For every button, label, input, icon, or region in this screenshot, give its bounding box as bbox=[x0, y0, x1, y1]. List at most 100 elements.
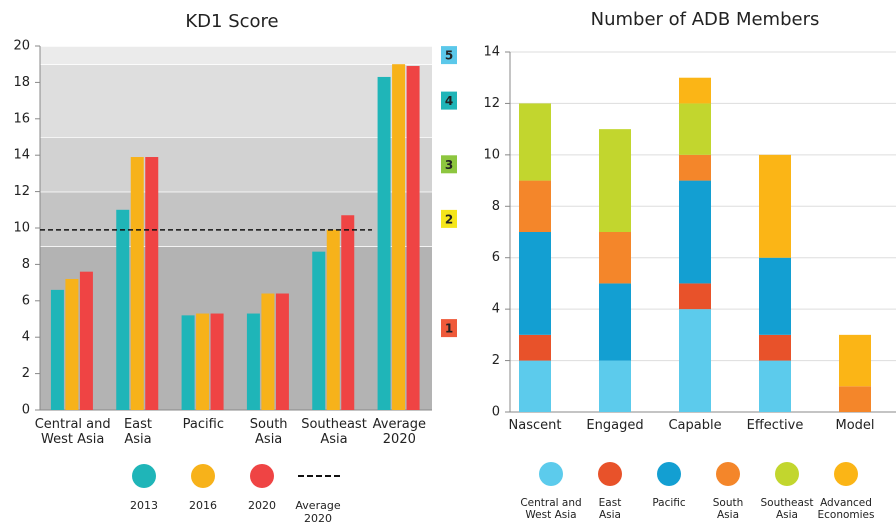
level-badge bbox=[441, 91, 457, 110]
y-tick-label: 12 bbox=[483, 96, 500, 111]
legend-label: 2020 bbox=[248, 499, 276, 512]
x-tick-label: Pacific bbox=[182, 417, 224, 432]
x-tick-label: Nascent bbox=[508, 418, 562, 433]
bar-segment bbox=[519, 103, 551, 181]
bar bbox=[79, 271, 93, 410]
legend-swatch bbox=[775, 462, 799, 486]
bar-segment bbox=[679, 103, 711, 155]
legend-label: East Asia bbox=[598, 497, 622, 522]
level-label: 5 bbox=[445, 49, 453, 63]
bar-segment bbox=[519, 180, 551, 232]
bar-segment bbox=[839, 386, 871, 412]
y-tick-label: 0 bbox=[22, 403, 30, 418]
x-tick-label: Central and West Asia bbox=[34, 417, 111, 447]
y-tick-label: 4 bbox=[492, 302, 500, 317]
bar bbox=[246, 313, 260, 410]
bar-segment bbox=[679, 77, 711, 104]
bar-segment bbox=[679, 180, 711, 284]
y-tick-label: 14 bbox=[483, 45, 500, 60]
legend-swatch bbox=[132, 464, 156, 488]
level-band bbox=[40, 137, 432, 192]
bar-segment bbox=[519, 334, 551, 361]
x-tick-label: Average 2020 bbox=[372, 417, 427, 447]
bar bbox=[196, 313, 210, 410]
bar bbox=[181, 315, 195, 410]
y-tick-label: 8 bbox=[22, 257, 30, 272]
legend-label: Pacific bbox=[652, 497, 686, 509]
y-tick-label: 12 bbox=[13, 184, 30, 199]
bar bbox=[392, 64, 406, 410]
chart-title: Number of ADB Members bbox=[591, 9, 820, 30]
bar bbox=[406, 66, 420, 411]
legend-label: 2016 bbox=[189, 499, 217, 512]
y-tick-label: 2 bbox=[492, 353, 500, 368]
y-tick-label: 10 bbox=[13, 221, 30, 236]
bar bbox=[341, 215, 355, 410]
legend-swatch bbox=[250, 464, 274, 488]
level-label: 2 bbox=[445, 212, 453, 226]
bar-segment bbox=[839, 334, 871, 387]
level-label: 1 bbox=[445, 322, 453, 336]
bar-segment bbox=[759, 334, 791, 361]
x-tick-label: South Asia bbox=[249, 417, 288, 447]
bar bbox=[261, 293, 275, 410]
bar-segment bbox=[759, 257, 791, 335]
bar-segment bbox=[599, 283, 631, 361]
x-tick-label: Capable bbox=[668, 418, 722, 433]
bar-segment bbox=[519, 360, 551, 412]
bar-segment bbox=[519, 232, 551, 335]
level-badge bbox=[441, 46, 457, 65]
bar bbox=[210, 313, 224, 410]
y-tick-label: 10 bbox=[483, 147, 500, 162]
bar-segment bbox=[599, 360, 631, 412]
y-tick-label: 18 bbox=[13, 75, 30, 90]
legend-swatch bbox=[539, 462, 563, 486]
y-tick-label: 16 bbox=[13, 111, 30, 126]
legend-swatch bbox=[598, 462, 622, 486]
x-tick-label: Engaged bbox=[586, 418, 644, 433]
legend-swatch bbox=[657, 462, 681, 486]
chart-title: KD1 Score bbox=[185, 11, 278, 32]
bar-segment bbox=[759, 360, 791, 412]
bar-segment bbox=[599, 232, 631, 284]
y-tick-label: 0 bbox=[492, 405, 500, 420]
level-label: 4 bbox=[445, 94, 453, 108]
bar bbox=[326, 229, 340, 410]
legend-label: Central and West Asia bbox=[520, 497, 582, 522]
legend-swatch bbox=[716, 462, 740, 486]
level-badge bbox=[441, 155, 457, 174]
y-tick-label: 8 bbox=[492, 199, 500, 214]
x-tick-label: Model bbox=[835, 418, 875, 433]
legend-label: Advanced Economies bbox=[817, 497, 875, 522]
level-label: 3 bbox=[445, 158, 453, 172]
legend-label: 2013 bbox=[130, 499, 158, 512]
y-tick-label: 2 bbox=[22, 366, 30, 381]
legend-label: Southeast Asia bbox=[760, 497, 814, 522]
bar bbox=[275, 293, 289, 410]
level-badge bbox=[441, 319, 457, 338]
level-band bbox=[40, 46, 432, 65]
bar bbox=[116, 209, 130, 410]
bar-segment bbox=[679, 283, 711, 310]
bar-segment bbox=[679, 309, 711, 412]
bar bbox=[50, 289, 64, 410]
bar bbox=[65, 278, 79, 410]
x-tick-label: Effective bbox=[746, 418, 804, 433]
legend-swatch bbox=[191, 464, 215, 488]
bar bbox=[130, 157, 144, 410]
y-tick-label: 6 bbox=[22, 293, 30, 308]
y-tick-label: 14 bbox=[13, 148, 30, 163]
bar bbox=[377, 76, 391, 410]
level-band bbox=[40, 64, 432, 137]
bar bbox=[312, 251, 326, 410]
legend-swatch bbox=[834, 462, 858, 486]
bar-segment bbox=[679, 154, 711, 181]
level-band bbox=[40, 191, 432, 247]
legend-label: Average 2020 bbox=[295, 499, 341, 523]
legend-label: South Asia bbox=[712, 497, 744, 522]
y-tick-label: 20 bbox=[13, 39, 30, 54]
level-badge bbox=[441, 209, 457, 228]
bar-segment bbox=[599, 129, 631, 232]
